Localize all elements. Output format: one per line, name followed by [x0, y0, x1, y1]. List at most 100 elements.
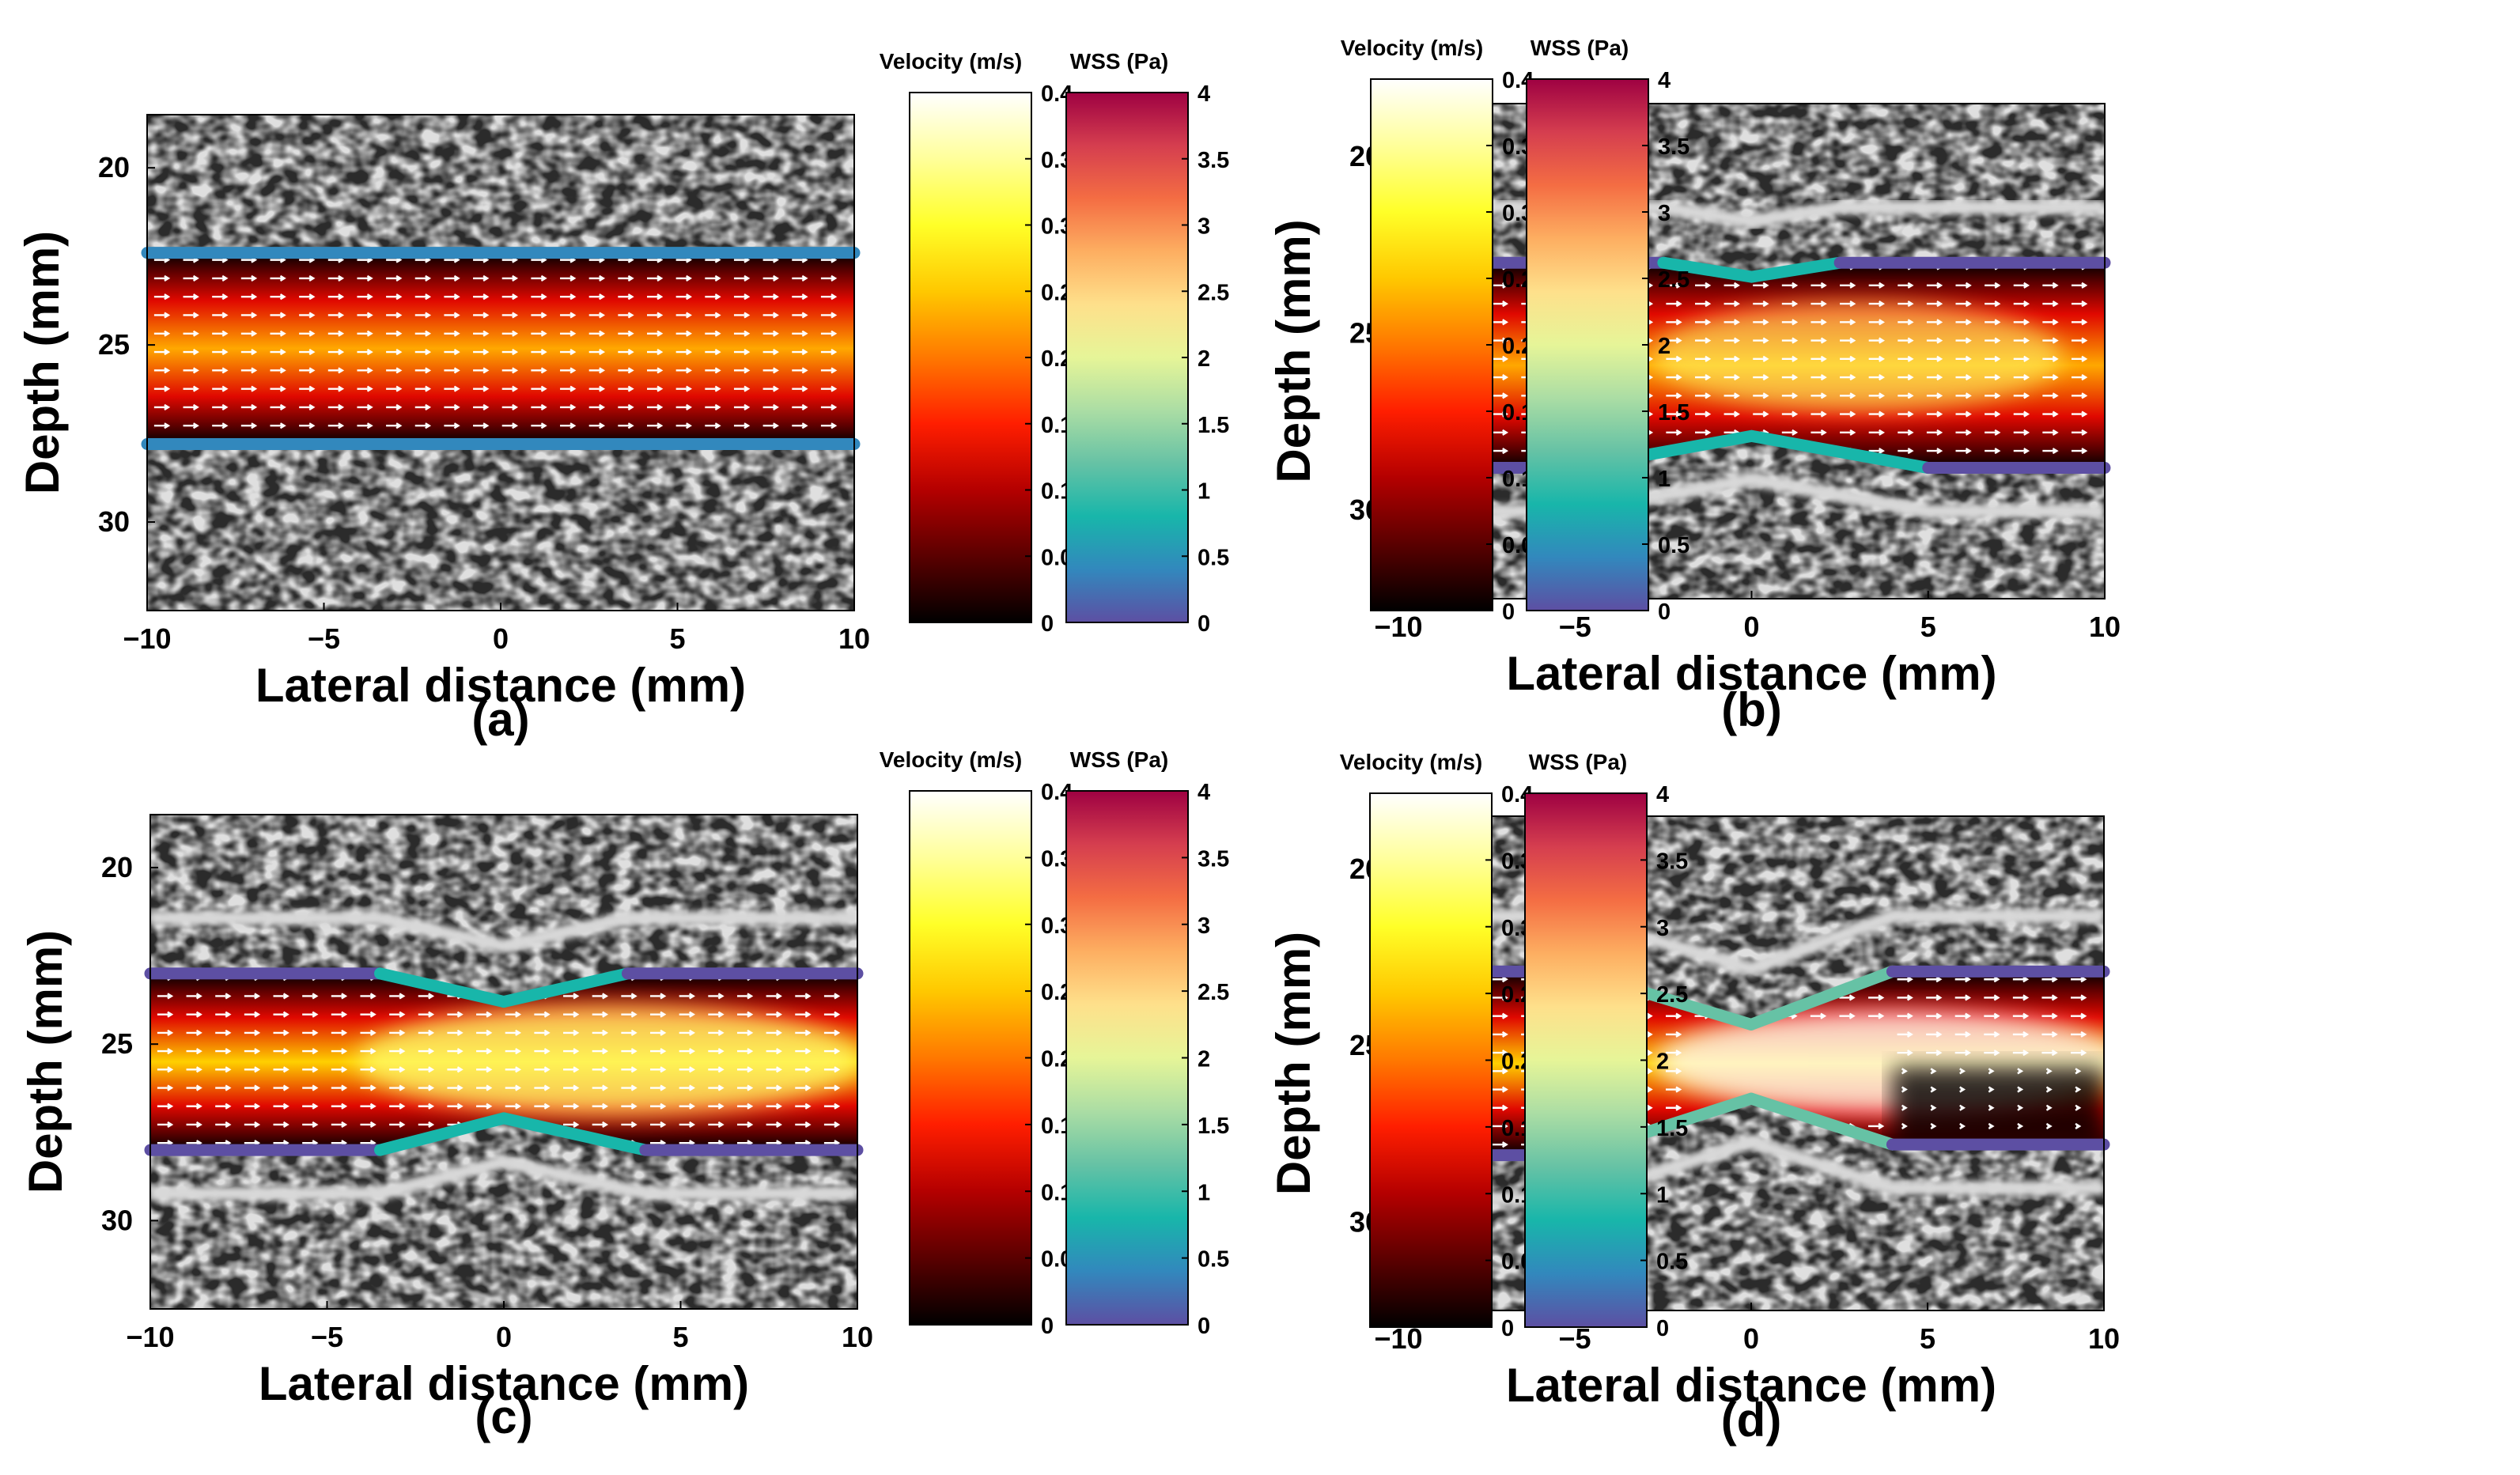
velocity-arrow: [1930, 1104, 1937, 1111]
velocity-arrow: [302, 1102, 319, 1110]
velocity-arrow: [157, 1066, 174, 1073]
velocity-arrow: [2071, 392, 2088, 399]
velocity-arrow: [2071, 374, 2088, 381]
velocity-arrow: [705, 274, 721, 282]
velocity-arrow: [649, 1029, 667, 1036]
velocity-arrow: [708, 1121, 725, 1128]
velocity-arrow: [418, 1121, 435, 1128]
y-axis-label: Depth (mm): [1267, 219, 1320, 482]
upper-wss-wall: [1745, 965, 1898, 1031]
velocity-arrow: [215, 1121, 232, 1128]
x-tick-label: 5: [669, 622, 685, 655]
velocity-arrow: [1955, 319, 1972, 326]
colorbar-tick-label: 1.5: [1656, 1116, 1688, 1141]
velocity-arrow: [1898, 282, 1914, 289]
velocity-arrow: [1926, 282, 1943, 289]
velocity-arrow: [1492, 337, 1509, 344]
velocity-arrow: [1955, 392, 1972, 399]
velocity-arrow: [618, 367, 634, 374]
velocity-arrow: [766, 1084, 782, 1091]
velocity-arrow: [2071, 429, 2088, 436]
velocity-arrow: [733, 385, 751, 392]
velocity-arrow: [1984, 976, 2000, 983]
velocity-arrow: [183, 293, 199, 301]
velocity-arrow: [534, 1084, 551, 1091]
velocity-arrow: [1781, 301, 1799, 308]
velocity-arrow: [444, 293, 460, 301]
velocity-arrow: [675, 422, 692, 429]
velocity-arrow: [1694, 319, 1712, 326]
velocity-arrow: [360, 1102, 376, 1110]
velocity-arrow: [646, 274, 664, 282]
velocity-arrow: [1959, 1104, 1966, 1111]
wss-colorbar-title: WSS (Pa): [1070, 747, 1168, 772]
velocity-arrow: [1665, 1086, 1682, 1093]
velocity-arrow: [1985, 429, 2001, 436]
velocity-arrow: [1840, 429, 1856, 436]
velocity-arrow: [505, 1029, 522, 1036]
velocity-arrow: [153, 274, 171, 282]
velocity-arrow: [820, 274, 838, 282]
velocity-arrow: [823, 1084, 841, 1091]
velocity-arrow: [1926, 976, 1943, 983]
velocity-arrow: [733, 312, 751, 319]
velocity-arrow: [2012, 994, 2030, 1001]
y-tick-label: 30: [98, 505, 130, 538]
velocity-arrow: [766, 993, 782, 1000]
x-tick-label: −5: [1559, 611, 1591, 643]
velocity-arrow: [183, 385, 199, 392]
velocity-arrow: [646, 403, 664, 410]
velocity-arrow: [2071, 1050, 2087, 1057]
velocity-arrow: [240, 403, 258, 410]
velocity-arrow: [1840, 301, 1856, 308]
x-tick-label: 0: [1743, 1322, 1759, 1355]
velocity-arrow: [186, 993, 202, 1000]
colorbar-tick-label: 1: [1198, 1180, 1210, 1205]
velocity-arrow: [2075, 1086, 2082, 1093]
velocity-arrow: [331, 1066, 348, 1073]
colorbar-tick-label: 2: [1658, 334, 1671, 359]
upper-wall-echo: [1398, 909, 2104, 977]
velocity-arrow: [444, 274, 460, 282]
velocity-arrow: [1868, 355, 1886, 362]
velocity-arrow: [1926, 301, 1943, 308]
velocity-arrow: [1985, 392, 2001, 399]
velocity-arrow: [1984, 1012, 2000, 1019]
velocity-arrow: [795, 1048, 812, 1055]
velocity-arrow: [1868, 448, 1886, 455]
wss-colorbar: [1065, 790, 1189, 1326]
velocity-arrow: [705, 385, 721, 392]
velocity-arrow: [679, 1066, 695, 1073]
velocity-arrow: [675, 367, 692, 374]
velocity-arrow: [183, 403, 199, 410]
y-axis-label: Depth (mm): [16, 231, 69, 494]
velocity-arrow: [618, 349, 634, 356]
velocity-arrow: [386, 349, 403, 356]
velocity-arrow: [1694, 337, 1712, 344]
velocity-arrow: [762, 403, 779, 410]
velocity-arrow: [795, 1121, 812, 1128]
velocity-arrow: [1954, 994, 1972, 1001]
velocity-arrow: [186, 1011, 202, 1018]
velocity-arrow: [1985, 448, 2001, 455]
velocity-arrow: [1868, 282, 1886, 289]
jet-core: [1652, 301, 2064, 412]
x-tick-label: 0: [1743, 611, 1759, 643]
velocity-arrow: [505, 1102, 522, 1110]
velocity-arrow: [1840, 410, 1856, 418]
velocity-arrow: [705, 330, 721, 337]
velocity-arrow: [795, 1084, 812, 1091]
velocity-arrow: [476, 1011, 493, 1018]
velocity-arrow: [1901, 1086, 1908, 1093]
velocity-arrow: [1694, 410, 1712, 418]
velocity-arrow: [273, 1121, 289, 1128]
velocity-arrow: [270, 330, 286, 337]
velocity-arrow: [386, 330, 403, 337]
velocity-arrow: [708, 1029, 725, 1036]
velocity-arrow: [1724, 282, 1740, 289]
velocity-arrow: [2012, 1050, 2030, 1057]
velocity-arrow: [302, 1011, 319, 1018]
velocity-arrow: [646, 367, 664, 374]
velocity-arrow: [186, 1084, 202, 1091]
